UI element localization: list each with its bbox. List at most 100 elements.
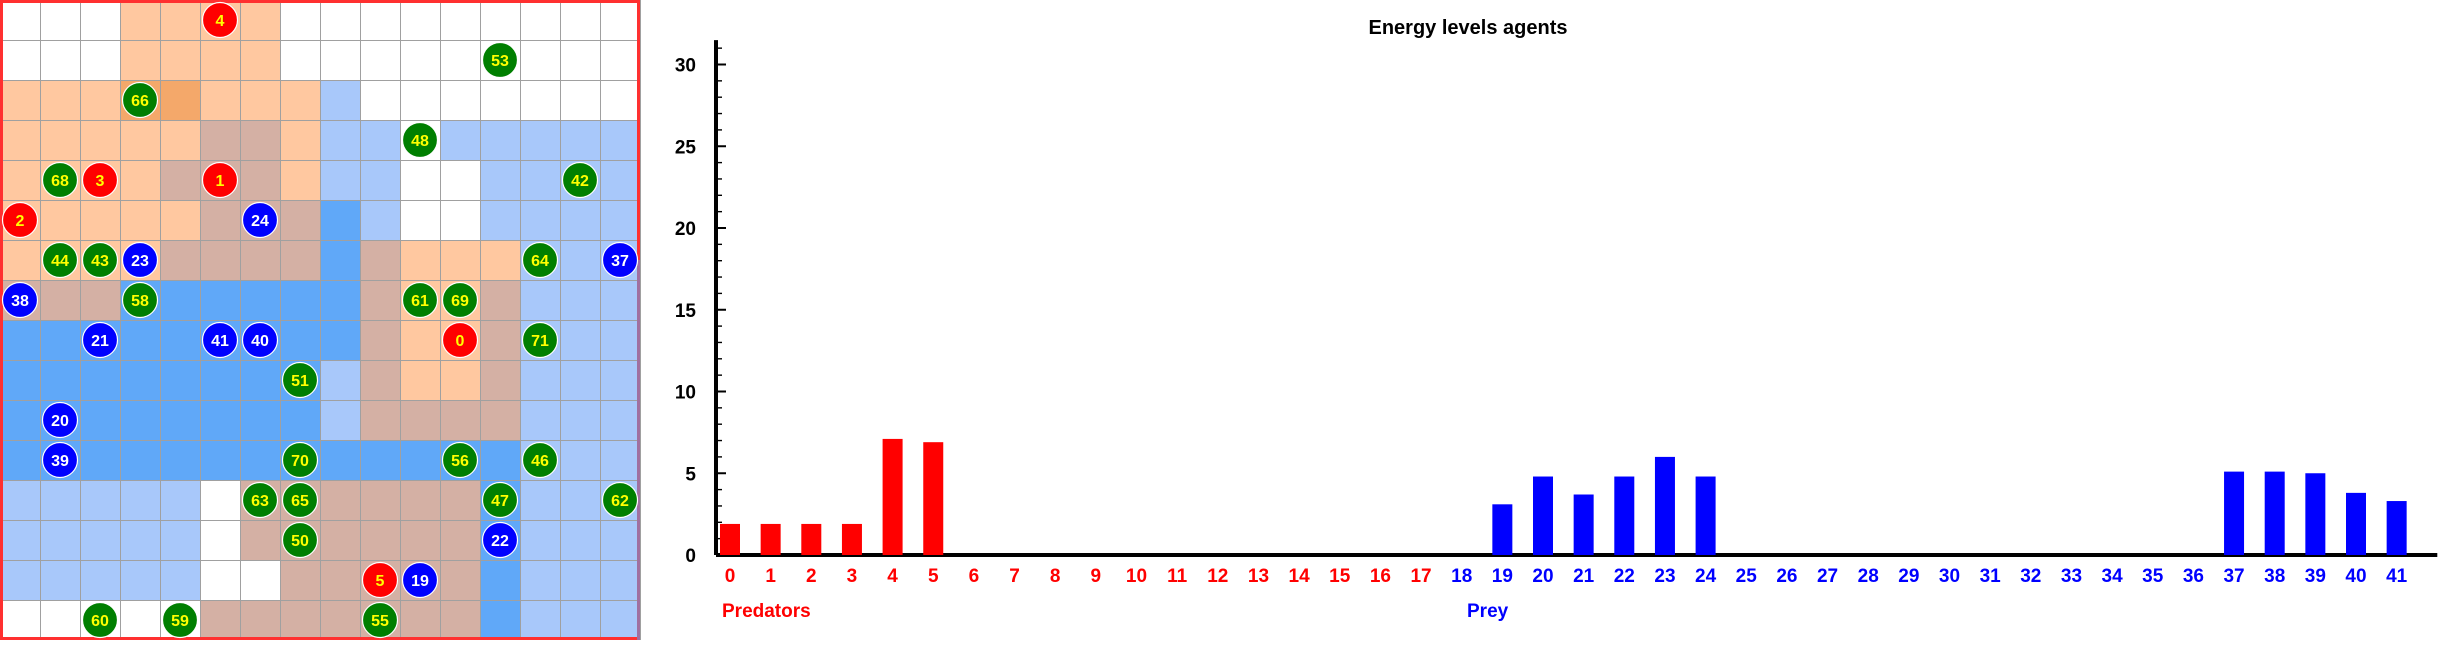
prey-agent[interactable]: 21 — [81, 321, 119, 359]
prey-agent[interactable]: 39 — [41, 441, 79, 479]
predator-agent[interactable]: 0 — [441, 321, 479, 359]
prey-energy-bar[interactable] — [1533, 476, 1553, 555]
grid-cell — [520, 160, 560, 200]
prey-energy-bar[interactable] — [2386, 501, 2407, 555]
grid-cell — [80, 520, 120, 560]
grid-cell — [0, 0, 40, 40]
plant-agent[interactable]: 44 — [41, 241, 79, 279]
plant-agent[interactable]: 62 — [601, 481, 639, 519]
grid-cell — [440, 520, 480, 560]
prey-agent-marker — [81, 321, 119, 359]
y-tick-label: 30 — [675, 56, 696, 77]
prey-energy-bar[interactable] — [1695, 476, 1716, 555]
predator-energy-bar[interactable] — [801, 523, 822, 555]
plant-agent[interactable]: 56 — [441, 441, 479, 479]
plant-agent[interactable]: 69 — [441, 281, 479, 319]
prey-agent[interactable]: 22 — [481, 521, 519, 559]
grid-cell — [520, 400, 560, 440]
prey-energy-bar[interactable] — [1654, 456, 1675, 555]
plant-agent[interactable]: 42 — [561, 161, 599, 199]
plant-agent[interactable]: 43 — [81, 241, 119, 279]
plant-agent[interactable]: 70 — [281, 441, 319, 479]
agent-id-label: 40 — [251, 333, 269, 350]
plant-agent[interactable]: 51 — [281, 361, 319, 399]
grid-cell — [440, 240, 480, 280]
grid-cell — [240, 400, 280, 440]
plant-agent[interactable]: 46 — [521, 441, 559, 479]
predator-energy-bar[interactable] — [923, 442, 944, 555]
prey-agent[interactable]: 40 — [241, 321, 279, 359]
x-tick-label: 22 — [1614, 566, 1635, 587]
plant-agent[interactable]: 47 — [481, 481, 519, 519]
grid-cell — [240, 560, 280, 600]
x-tick-label: 38 — [2264, 566, 2285, 587]
grid-cell — [360, 320, 400, 360]
predator-agent[interactable]: 1 — [201, 161, 239, 199]
prey-energy-bar[interactable] — [2346, 492, 2366, 555]
grid-cell — [0, 560, 40, 600]
agent-id-label: 22 — [491, 533, 509, 550]
plant-agent-marker — [121, 281, 159, 319]
plant-agent[interactable]: 55 — [361, 601, 399, 639]
grid-cell — [40, 80, 80, 120]
prey-agent[interactable]: 41 — [201, 321, 239, 359]
plant-agent[interactable]: 68 — [41, 161, 79, 199]
plant-agent[interactable]: 59 — [161, 601, 199, 639]
predator-agent[interactable]: 5 — [361, 561, 399, 599]
grid-cell — [280, 240, 320, 280]
grid-cell — [240, 280, 280, 320]
prey-agent[interactable]: 37 — [601, 241, 639, 279]
predator-energy-bar[interactable] — [760, 523, 781, 555]
prey-agent[interactable]: 23 — [121, 241, 159, 279]
predator-agent[interactable]: 4 — [201, 1, 239, 39]
predator-energy-bar[interactable] — [882, 438, 903, 555]
grid-cell — [360, 360, 400, 400]
predator-agent-marker — [201, 161, 239, 199]
grid-cell — [280, 160, 320, 200]
prey-energy-bar[interactable] — [2264, 471, 2285, 555]
agent-id-label: 46 — [531, 453, 549, 470]
plant-agent[interactable]: 63 — [241, 481, 279, 519]
prey-agent[interactable]: 19 — [401, 561, 439, 599]
prey-agent[interactable]: 38 — [1, 281, 39, 319]
agent-id-label: 21 — [91, 333, 109, 350]
grid-cell — [560, 600, 600, 640]
plant-agent[interactable]: 53 — [481, 41, 519, 79]
agent-id-label: 64 — [531, 253, 549, 270]
prey-energy-bar[interactable] — [1614, 476, 1635, 555]
x-tick-label: 7 — [1009, 566, 1020, 587]
predator-energy-bar[interactable] — [841, 523, 862, 555]
grid-cell — [120, 200, 160, 240]
prey-agent[interactable]: 20 — [41, 401, 79, 439]
agent-id-label: 47 — [491, 493, 509, 510]
y-tick-label: 10 — [675, 383, 696, 404]
grid-cell — [440, 160, 480, 200]
plant-agent[interactable]: 58 — [121, 281, 159, 319]
plant-agent[interactable]: 65 — [281, 481, 319, 519]
plant-agent[interactable]: 71 — [521, 321, 559, 359]
grid-cell — [480, 160, 520, 200]
plant-agent[interactable]: 61 — [401, 281, 439, 319]
plant-agent-marker — [81, 241, 119, 279]
plant-agent[interactable]: 50 — [281, 521, 319, 559]
plant-agent[interactable]: 48 — [401, 121, 439, 159]
plant-agent[interactable]: 60 — [81, 601, 119, 639]
predator-agent[interactable]: 3 — [81, 161, 119, 199]
plant-agent[interactable]: 66 — [121, 81, 159, 119]
prey-agent[interactable]: 24 — [241, 201, 279, 239]
predator-agent[interactable]: 2 — [1, 201, 39, 239]
prey-energy-bar[interactable] — [2224, 471, 2245, 555]
prey-energy-bar[interactable] — [1492, 504, 1513, 555]
prey-energy-bar[interactable] — [1573, 494, 1594, 555]
grid-cell — [40, 200, 80, 240]
plant-agent[interactable]: 64 — [521, 241, 559, 279]
grid-cell — [200, 360, 240, 400]
predator-energy-bar[interactable] — [720, 523, 740, 555]
grid-cell — [80, 0, 120, 40]
x-tick-label: 18 — [1451, 566, 1472, 587]
prey-energy-bar[interactable] — [2305, 473, 2326, 555]
grid-cell — [160, 320, 200, 360]
grid-cell — [40, 520, 80, 560]
agent-id-label: 63 — [251, 493, 269, 510]
x-tick-label: 41 — [2386, 566, 2408, 587]
